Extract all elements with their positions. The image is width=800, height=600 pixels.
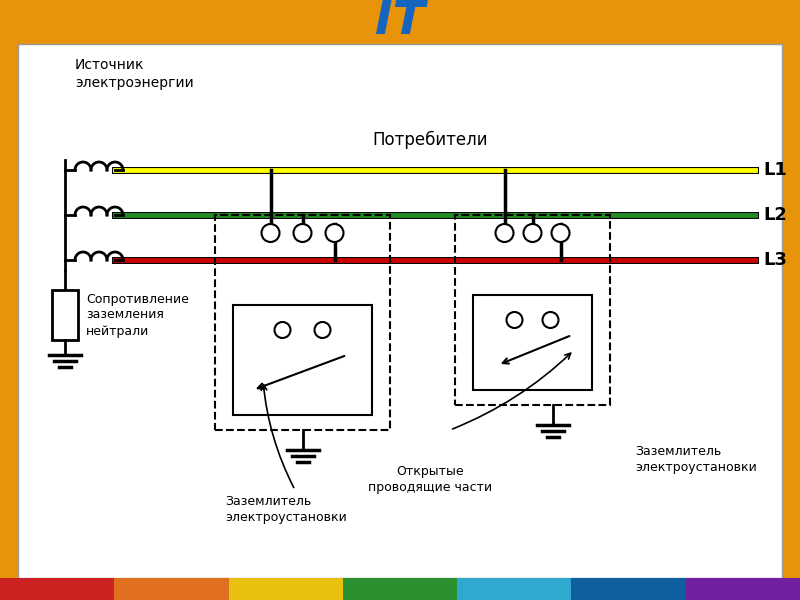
Text: Открытые
проводящие части: Открытые проводящие части	[368, 465, 492, 494]
Bar	[455, 215, 610, 405]
Bar	[457, 578, 571, 600]
Circle shape	[523, 224, 542, 242]
Text: Заземлитель
электроустановки: Заземлитель электроустановки	[225, 495, 346, 524]
Text: L3: L3	[763, 251, 787, 269]
Bar	[18, 44, 782, 578]
Bar	[0, 578, 114, 600]
Bar	[343, 578, 457, 600]
Circle shape	[326, 224, 343, 242]
Circle shape	[262, 224, 279, 242]
Bar	[0, 0, 800, 42]
Bar	[571, 578, 686, 600]
Bar	[233, 305, 372, 415]
Text: Потребители: Потребители	[372, 131, 488, 149]
Circle shape	[551, 224, 570, 242]
Text: L2: L2	[763, 206, 787, 224]
Text: Сопротивление
заземления
нейтрали: Сопротивление заземления нейтрали	[86, 292, 189, 337]
Bar	[686, 578, 800, 600]
Circle shape	[294, 224, 311, 242]
Circle shape	[542, 312, 558, 328]
Circle shape	[506, 312, 522, 328]
Circle shape	[495, 224, 514, 242]
Bar	[114, 578, 229, 600]
Circle shape	[314, 322, 330, 338]
Text: Заземлитель
электроустановки: Заземлитель электроустановки	[635, 445, 757, 474]
Circle shape	[274, 322, 290, 338]
Bar	[52, 290, 78, 340]
Text: Источник
электроэнергии: Источник электроэнергии	[75, 58, 194, 90]
Bar	[473, 295, 592, 390]
Text: L1: L1	[763, 161, 787, 179]
Text: IT: IT	[375, 0, 425, 44]
Bar	[215, 215, 390, 430]
Bar	[229, 578, 343, 600]
